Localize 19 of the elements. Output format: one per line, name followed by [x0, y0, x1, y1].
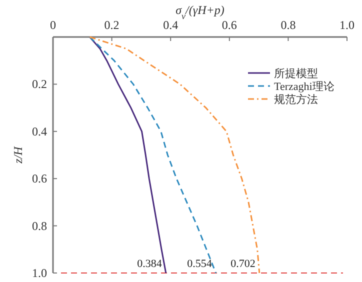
x-axis-title: σ$_{v}$/(γH+p): [176, 3, 224, 21]
annotation: 0.702: [230, 258, 256, 270]
y-tick-label: 0.2: [32, 77, 47, 92]
annotation: 0.384: [137, 258, 162, 270]
legend-label: 所提模型: [274, 67, 318, 80]
y-tick-label: 0.6: [32, 172, 47, 186]
annotation: 0.554: [187, 258, 212, 270]
y-tick-label: 0.8: [32, 218, 47, 233]
x-tick-label: 1.0: [340, 18, 354, 32]
x-tick-label: 0.8: [280, 18, 296, 32]
legend-label: 规范方法: [274, 93, 318, 106]
x-tick-label: 0: [50, 18, 56, 32]
y-tick-label: 0.4: [32, 124, 47, 138]
y-axis-title: z/H: [11, 145, 25, 164]
x-tick-label: 0.6: [222, 18, 237, 32]
y-tick-label: 1.0: [32, 266, 47, 280]
x-tick-label: 0.2: [104, 18, 120, 32]
legend-label: Terzaghi理论: [274, 81, 334, 93]
x-tick-label: 0.4: [163, 18, 178, 32]
